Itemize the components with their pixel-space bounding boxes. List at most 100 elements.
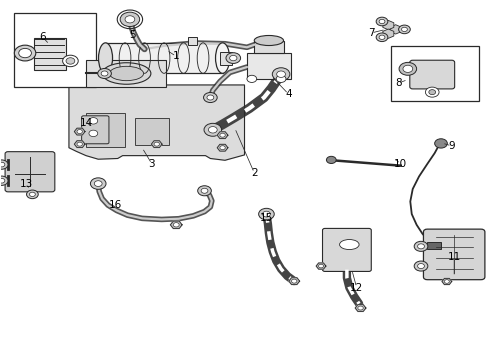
Circle shape — [90, 178, 106, 189]
Text: 7: 7 — [367, 28, 374, 38]
Circle shape — [94, 181, 102, 186]
Circle shape — [0, 179, 5, 183]
Ellipse shape — [109, 66, 143, 81]
Ellipse shape — [339, 239, 358, 249]
Circle shape — [398, 62, 416, 75]
Circle shape — [434, 139, 447, 148]
Circle shape — [62, 55, 78, 67]
Polygon shape — [74, 128, 85, 135]
Bar — [390, 45, 478, 101]
Circle shape — [19, 48, 31, 58]
Circle shape — [428, 90, 435, 95]
Circle shape — [66, 58, 75, 64]
Bar — [14, 13, 96, 87]
Polygon shape — [74, 141, 85, 148]
FancyBboxPatch shape — [322, 228, 370, 271]
Circle shape — [89, 130, 98, 136]
Circle shape — [425, 87, 438, 97]
Text: 9: 9 — [447, 141, 454, 151]
Text: 14: 14 — [79, 118, 92, 128]
Circle shape — [0, 162, 5, 167]
Circle shape — [220, 146, 225, 150]
Circle shape — [77, 130, 82, 134]
Circle shape — [125, 16, 135, 23]
Circle shape — [276, 75, 285, 82]
Polygon shape — [170, 221, 182, 229]
Bar — [86, 60, 166, 87]
Circle shape — [89, 118, 98, 124]
Ellipse shape — [254, 36, 283, 45]
Circle shape — [413, 261, 427, 271]
Circle shape — [378, 35, 384, 40]
Bar — [220, 51, 232, 64]
Bar — [135, 118, 168, 145]
FancyBboxPatch shape — [423, 229, 484, 280]
Bar — [246, 53, 290, 79]
Circle shape — [318, 264, 323, 268]
Circle shape — [197, 186, 211, 196]
Ellipse shape — [215, 43, 229, 73]
Circle shape — [206, 95, 213, 100]
Circle shape — [375, 33, 387, 41]
Text: 10: 10 — [393, 159, 407, 169]
Circle shape — [401, 27, 407, 32]
Circle shape — [120, 12, 140, 27]
Text: 4: 4 — [285, 89, 291, 99]
Circle shape — [262, 211, 270, 217]
Circle shape — [444, 280, 448, 283]
Bar — [254, 41, 283, 53]
Text: 12: 12 — [349, 283, 363, 293]
Circle shape — [272, 68, 289, 81]
Polygon shape — [217, 144, 227, 151]
Circle shape — [258, 208, 274, 220]
Circle shape — [0, 160, 8, 169]
Polygon shape — [288, 278, 299, 284]
Polygon shape — [441, 278, 451, 285]
Text: 5: 5 — [129, 30, 135, 40]
Circle shape — [291, 279, 296, 283]
Circle shape — [326, 156, 335, 163]
Circle shape — [229, 55, 237, 61]
Text: 11: 11 — [447, 252, 460, 262]
Circle shape — [417, 264, 424, 269]
Text: 16: 16 — [108, 200, 122, 210]
Polygon shape — [151, 141, 162, 148]
Circle shape — [101, 71, 108, 76]
Circle shape — [413, 241, 427, 251]
Polygon shape — [316, 263, 325, 269]
Circle shape — [14, 45, 36, 61]
Text: 2: 2 — [250, 168, 257, 178]
Bar — [86, 113, 125, 147]
FancyBboxPatch shape — [81, 116, 109, 144]
Text: 15: 15 — [259, 213, 272, 222]
Circle shape — [201, 188, 207, 193]
Text: 1: 1 — [173, 51, 179, 61]
Bar — [188, 37, 197, 45]
Circle shape — [0, 176, 8, 185]
Text: 8: 8 — [394, 78, 401, 88]
Circle shape — [417, 244, 424, 249]
Circle shape — [398, 25, 409, 34]
Circle shape — [220, 133, 225, 137]
Text: 3: 3 — [148, 159, 155, 169]
Circle shape — [246, 75, 256, 82]
Circle shape — [77, 142, 82, 146]
Polygon shape — [217, 132, 227, 139]
Circle shape — [357, 306, 363, 310]
Circle shape — [208, 127, 217, 133]
Circle shape — [154, 142, 159, 146]
Text: 6: 6 — [39, 32, 45, 41]
Circle shape — [173, 223, 179, 227]
Circle shape — [225, 53, 240, 63]
Circle shape — [98, 68, 111, 78]
FancyBboxPatch shape — [409, 60, 454, 89]
Bar — [34, 38, 65, 70]
FancyBboxPatch shape — [5, 152, 55, 192]
Bar — [105, 43, 222, 73]
Circle shape — [26, 190, 38, 199]
Circle shape — [402, 65, 412, 72]
Bar — [426, 242, 441, 249]
Circle shape — [276, 71, 285, 77]
Ellipse shape — [98, 43, 112, 73]
Ellipse shape — [102, 63, 151, 84]
